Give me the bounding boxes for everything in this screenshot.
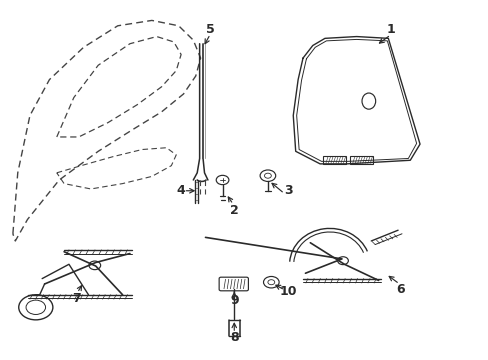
- Text: 10: 10: [279, 285, 297, 298]
- Bar: [349, 156, 372, 163]
- Circle shape: [337, 257, 347, 265]
- Text: 3: 3: [284, 184, 292, 197]
- Circle shape: [216, 175, 228, 185]
- Text: 5: 5: [205, 23, 214, 36]
- Text: 1: 1: [386, 23, 394, 36]
- FancyBboxPatch shape: [219, 277, 248, 291]
- Circle shape: [89, 261, 101, 270]
- Circle shape: [19, 295, 53, 320]
- Circle shape: [26, 300, 45, 315]
- Circle shape: [260, 170, 275, 181]
- Text: 6: 6: [395, 283, 404, 296]
- Text: 4: 4: [176, 184, 185, 197]
- Text: 7: 7: [72, 292, 81, 305]
- Text: 2: 2: [230, 204, 239, 217]
- Text: 9: 9: [230, 294, 239, 307]
- Circle shape: [264, 173, 271, 178]
- Bar: [323, 156, 345, 163]
- Circle shape: [267, 280, 274, 285]
- Text: 8: 8: [230, 331, 239, 344]
- Circle shape: [263, 276, 279, 288]
